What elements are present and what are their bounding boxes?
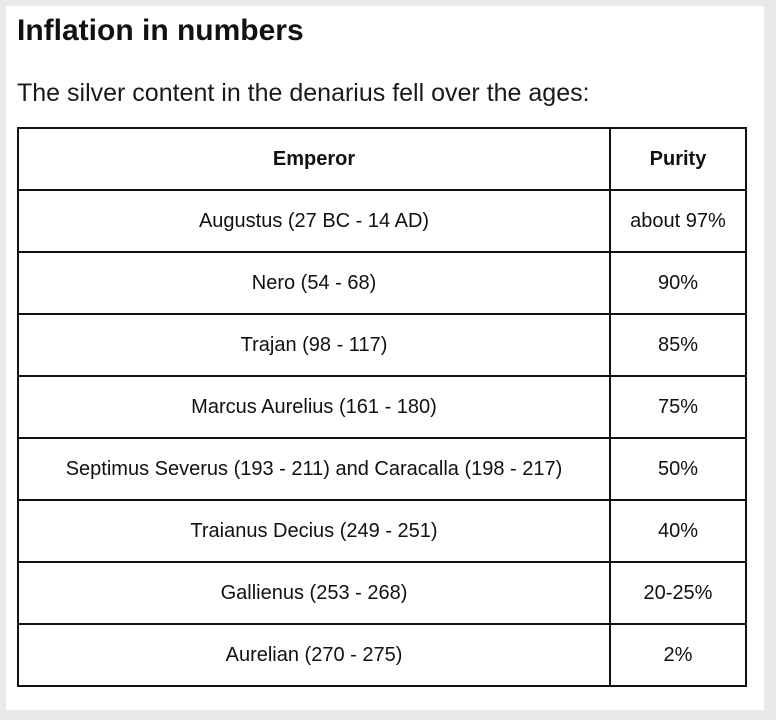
- emperor-cell: Gallienus (253 - 268): [17, 561, 611, 625]
- purity-cell: 50%: [609, 437, 747, 501]
- purity-cell: 2%: [609, 623, 747, 687]
- table-row: Aurelian (270 - 275) 2%: [17, 623, 747, 687]
- article-section: Inflation in numbers The silver content …: [6, 6, 764, 710]
- table-row: Nero (54 - 68) 90%: [17, 251, 747, 315]
- emperor-cell: Trajan (98 - 117): [17, 313, 611, 377]
- table-header-row: Emperor Purity: [17, 127, 747, 191]
- purity-cell: 20-25%: [609, 561, 747, 625]
- table-row: Septimus Severus (193 - 211) and Caracal…: [17, 437, 747, 501]
- table-row: Traianus Decius (249 - 251) 40%: [17, 499, 747, 563]
- purity-table: Emperor Purity Augustus (27 BC - 14 AD) …: [17, 127, 747, 687]
- purity-cell: 40%: [609, 499, 747, 563]
- emperor-cell: Septimus Severus (193 - 211) and Caracal…: [17, 437, 611, 501]
- purity-cell: 85%: [609, 313, 747, 377]
- purity-cell: about 97%: [609, 189, 747, 253]
- header-emperor: Emperor: [17, 127, 611, 191]
- table-row: Trajan (98 - 117) 85%: [17, 313, 747, 377]
- emperor-cell: Augustus (27 BC - 14 AD): [17, 189, 611, 253]
- page-title: Inflation in numbers: [17, 14, 304, 47]
- intro-text: The silver content in the denarius fell …: [17, 79, 590, 107]
- table-row: Marcus Aurelius (161 - 180) 75%: [17, 375, 747, 439]
- emperor-cell: Aurelian (270 - 275): [17, 623, 611, 687]
- table-row: Gallienus (253 - 268) 20-25%: [17, 561, 747, 625]
- emperor-cell: Marcus Aurelius (161 - 180): [17, 375, 611, 439]
- emperor-cell: Traianus Decius (249 - 251): [17, 499, 611, 563]
- purity-cell: 90%: [609, 251, 747, 315]
- emperor-cell: Nero (54 - 68): [17, 251, 611, 315]
- table-row: Augustus (27 BC - 14 AD) about 97%: [17, 189, 747, 253]
- purity-cell: 75%: [609, 375, 747, 439]
- header-purity: Purity: [609, 127, 747, 191]
